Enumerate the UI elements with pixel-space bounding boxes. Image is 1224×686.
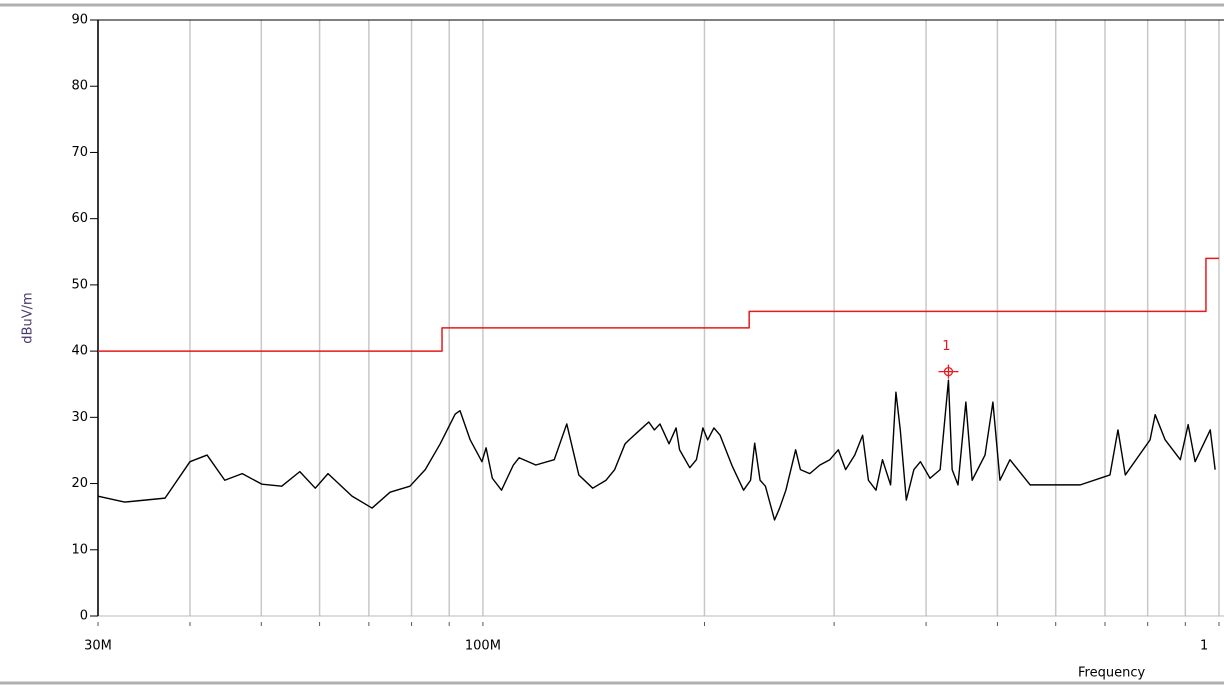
y-tick-label: 60 [71,211,88,226]
marker-label: 1 [942,339,950,354]
y-tick-label: 10 [71,542,88,557]
y-tick-label: 80 [71,79,88,94]
data-line [97,379,1216,521]
x-tick-label: 30M [84,639,112,654]
y-axis-label: dBuV/m [21,292,36,343]
limit-line [98,257,1219,352]
y-tick-label: 30 [71,410,88,425]
x-tick-label: 100M [465,639,501,654]
y-tick-label: 0 [80,609,88,624]
y-tick-label: 50 [71,277,88,292]
y-tick-label: 90 [71,13,88,28]
y-tick-label: 70 [71,145,88,160]
x-tick-label: 1 [1200,639,1208,654]
y-tick-label: 40 [71,344,88,359]
y-tick-label: 20 [71,476,88,491]
x-axis-label: Frequency [1078,666,1145,681]
